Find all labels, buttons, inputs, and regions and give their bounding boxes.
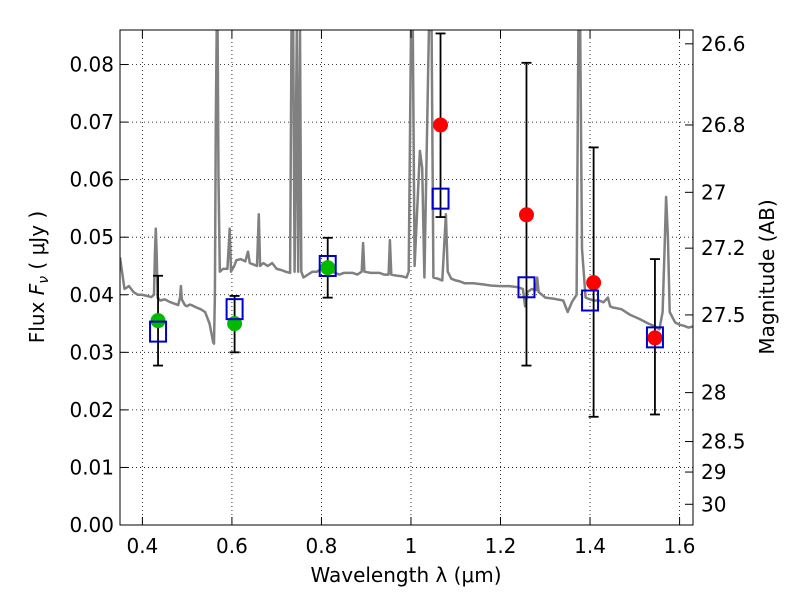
plot-frame [119, 29, 694, 526]
y-axis-label-unit: ( μJy ) [25, 211, 49, 276]
y-tick-label: 0.01 [69, 455, 114, 479]
x-tick-label: 1.4 [574, 534, 606, 558]
model-flux-square [517, 276, 536, 299]
error-bars-layer [153, 32, 660, 418]
y-tick-label: 0.00 [69, 513, 114, 537]
data-points-layer [149, 117, 664, 349]
model-flux-square [149, 320, 168, 343]
y2-axis-label: Magnitude (AB) [755, 199, 779, 354]
y2-tick-label: 27.2 [701, 236, 746, 260]
y-axis-label-subscript: ν [36, 276, 52, 284]
y2-tick-label: 28.5 [701, 430, 746, 454]
x-tick-label: 1 [405, 534, 418, 558]
y-axis-label-text: Flux [25, 295, 49, 343]
y-axis-label: Flux Fν ( μJy ) [25, 211, 52, 343]
observed-flux-point-red [518, 207, 534, 223]
y2-tick-label: 30 [701, 492, 726, 516]
observed-flux-point-red [433, 117, 449, 133]
observed-flux-point-green [320, 260, 336, 276]
y2-tick-label: 27.5 [701, 303, 746, 327]
x-axis-label: Wavelength λ (μm) [310, 563, 501, 587]
model-flux-square [318, 254, 337, 277]
y-tick-label: 0.06 [69, 168, 114, 192]
y2-tick-label: 26.6 [701, 32, 746, 56]
model-spectrum-line [120, 30, 693, 345]
x-tick-label: 0.6 [216, 534, 248, 558]
model-flux-square [431, 187, 450, 210]
y-tick-label: 0.04 [69, 283, 114, 307]
x-tick-label: 1.6 [664, 534, 696, 558]
observed-flux-point-red [586, 275, 602, 291]
x-tick-label: 0.4 [126, 534, 158, 558]
model-spectrum-layer [120, 30, 693, 345]
y2-tick-label: 29 [701, 460, 726, 484]
x-tick-label: 0.8 [306, 534, 338, 558]
model-flux-square [225, 298, 244, 321]
model-flux-square [581, 289, 600, 312]
y-axis-label-symbol: F [25, 283, 49, 295]
y-tick-label: 0.05 [69, 225, 114, 249]
y2-tick-label: 26.8 [701, 113, 746, 137]
grid [120, 30, 693, 526]
y-tick-label: 0.08 [69, 53, 114, 77]
y2-tick-label: 28 [701, 381, 726, 405]
ticks-layer: 0.4 0.6 0.8 1 1.2 1.4 1.6 0.00 0.01 0.02 0.03 0.04 0… [69, 30, 746, 558]
y-tick-label: 0.02 [69, 398, 114, 422]
y-tick-label: 0.03 [69, 340, 114, 364]
model-flux-square [645, 326, 664, 349]
y-tick-label: 0.07 [69, 110, 114, 134]
observed-flux-point-red [647, 330, 663, 346]
x-tick-label: 1.2 [485, 534, 517, 558]
y2-tick-label: 27 [701, 180, 726, 204]
